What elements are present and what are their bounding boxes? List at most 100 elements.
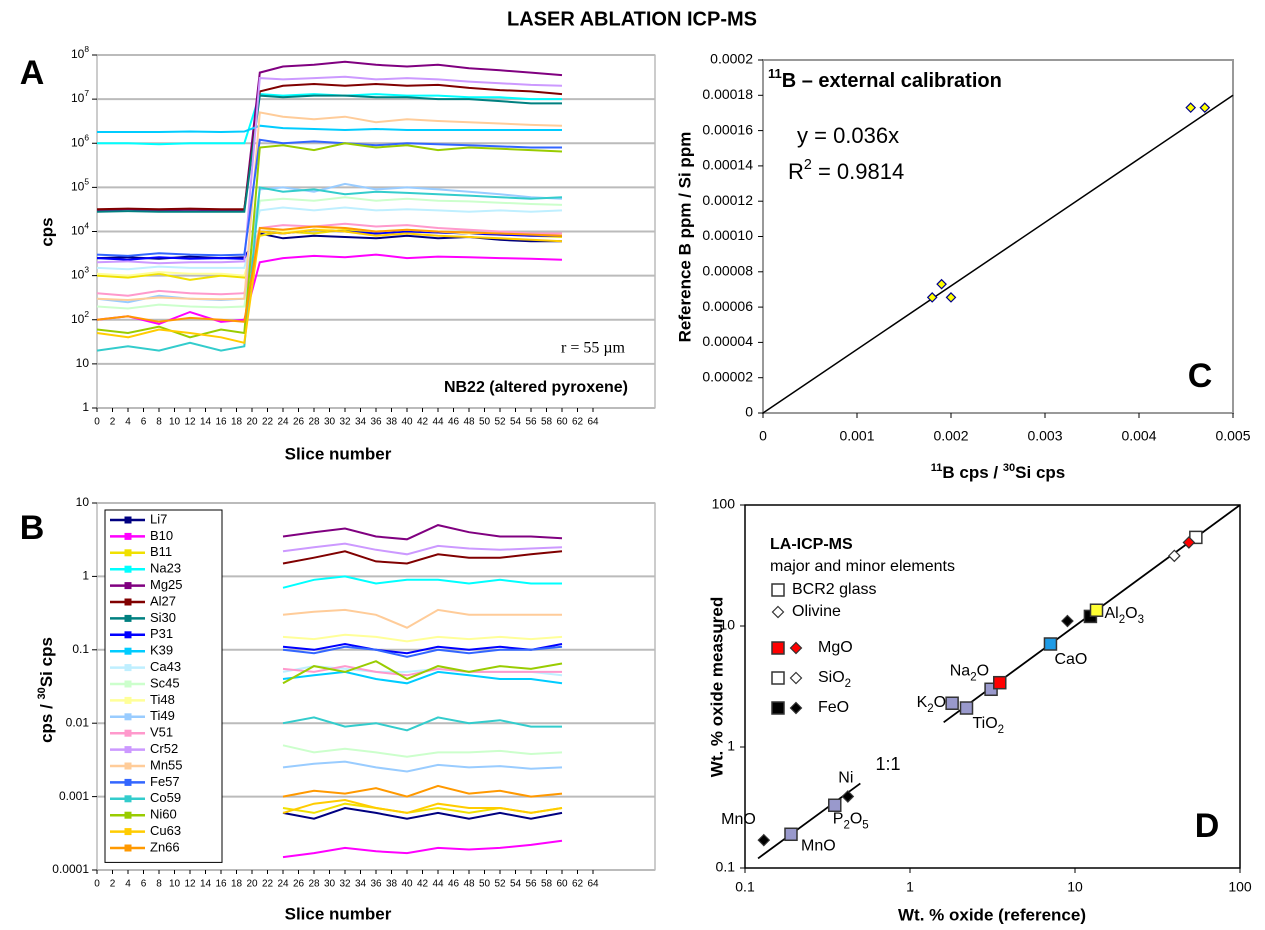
legend-marker bbox=[124, 598, 132, 606]
text-part: B – external calibration bbox=[782, 70, 1002, 92]
x-tick-label: 44 bbox=[432, 879, 444, 890]
series-line bbox=[97, 124, 562, 134]
x-tick-label: 40 bbox=[401, 417, 413, 428]
y-tick-label: 0.00006 bbox=[702, 298, 753, 314]
annotation: NB22 (altered pyroxene) bbox=[444, 379, 628, 396]
y-tick-label: 1 bbox=[82, 569, 89, 583]
legend-label: Olivine bbox=[792, 603, 841, 620]
x-tick-label: 18 bbox=[231, 417, 243, 428]
series-line bbox=[282, 642, 563, 655]
x-tick-label: 32 bbox=[339, 879, 351, 890]
x-tick-label: 12 bbox=[184, 879, 196, 890]
panel-title: 11B – external calibration bbox=[768, 66, 1002, 92]
legend-label: Si30 bbox=[150, 610, 176, 625]
x-tick-label: 0.001 bbox=[839, 428, 874, 444]
legend-label: BCR2 glass bbox=[792, 581, 876, 598]
x-tick-label: 34 bbox=[355, 879, 367, 890]
legend-marker bbox=[771, 605, 785, 619]
x-tick-label: 64 bbox=[587, 879, 599, 890]
y-tick-label: 0.00016 bbox=[702, 121, 753, 137]
series-line bbox=[96, 111, 563, 302]
legend-marker bbox=[124, 631, 132, 639]
x-tick-label: 16 bbox=[215, 879, 227, 890]
x-tick-label: 10 bbox=[169, 417, 181, 428]
legend-marker bbox=[124, 516, 132, 524]
y-tick-label: 0.01 bbox=[66, 715, 90, 729]
x-tick-label: 30 bbox=[324, 879, 336, 890]
x-tick-label: 34 bbox=[355, 417, 367, 428]
text-part: R bbox=[788, 159, 804, 184]
x-tick-label: 0.002 bbox=[933, 428, 968, 444]
legend-label: Sc45 bbox=[150, 675, 180, 690]
point-label: MnO bbox=[721, 811, 756, 828]
fit-line bbox=[762, 94, 1234, 414]
series-line bbox=[282, 670, 563, 685]
y-tick-label: 0.00004 bbox=[702, 333, 753, 349]
series-line bbox=[96, 82, 563, 211]
x-tick-label: 100 bbox=[1228, 879, 1252, 895]
x-tick-label: 48 bbox=[463, 879, 475, 890]
series-line bbox=[97, 93, 562, 146]
series-line bbox=[282, 550, 563, 565]
data-point bbox=[1199, 102, 1211, 114]
x-tick-label: 50 bbox=[479, 879, 491, 890]
x-tick-label: 52 bbox=[494, 417, 506, 428]
series-line bbox=[96, 75, 563, 265]
data-point bbox=[1167, 549, 1181, 563]
data-point bbox=[959, 701, 974, 715]
x-tick-label: 0 bbox=[94, 417, 100, 428]
legend-label: P31 bbox=[150, 626, 173, 641]
series-line bbox=[96, 228, 563, 345]
x-tick-label: 28 bbox=[308, 417, 320, 428]
legend-label: Cr52 bbox=[150, 741, 178, 756]
data-point bbox=[945, 292, 957, 303]
series-line bbox=[282, 798, 563, 814]
x-tick-label: 52 bbox=[494, 879, 506, 890]
x-tick-label: 8 bbox=[156, 417, 162, 428]
legend-marker bbox=[124, 844, 132, 852]
y-tick-label: 10 bbox=[76, 495, 90, 509]
series-line bbox=[96, 253, 563, 326]
text-part: B cps / bbox=[942, 463, 1002, 482]
data-point bbox=[936, 278, 947, 290]
x-tick-label: 42 bbox=[417, 417, 429, 428]
legend-label: Li7 bbox=[150, 511, 167, 526]
legend-marker bbox=[124, 778, 132, 786]
data-point bbox=[757, 833, 771, 847]
x-tick-label: 36 bbox=[370, 879, 382, 890]
legend-marker bbox=[124, 680, 132, 688]
x-tick-label: 46 bbox=[448, 879, 460, 890]
point-label: Na2O bbox=[950, 662, 989, 683]
x-tick-label: 0.005 bbox=[1215, 428, 1250, 444]
y-tick-label: 0.00014 bbox=[702, 157, 753, 173]
y-tick-label: 105 bbox=[71, 177, 89, 194]
x-tick-label: 2 bbox=[110, 879, 116, 890]
series-line bbox=[282, 716, 562, 732]
key-diamond bbox=[789, 641, 803, 655]
series-line bbox=[282, 575, 562, 589]
x-tick-label: 0 bbox=[759, 428, 767, 444]
key-label: SiO2 bbox=[818, 669, 851, 690]
x-axis-label: 11B cps / 30Si cps bbox=[931, 462, 1066, 483]
y-tick-label: 107 bbox=[71, 88, 89, 105]
x-tick-label: 46 bbox=[448, 417, 460, 428]
x-tick-label: 1 bbox=[906, 879, 914, 895]
data-point bbox=[945, 696, 959, 710]
x-tick-label: 26 bbox=[293, 417, 305, 428]
panel-letter: C bbox=[1188, 357, 1213, 395]
series-line bbox=[282, 839, 563, 859]
x-tick-label: 6 bbox=[141, 417, 147, 428]
y-tick-label: 0.0002 bbox=[710, 51, 753, 67]
x-tick-label: 0 bbox=[94, 879, 100, 890]
legend-label: K39 bbox=[150, 643, 173, 658]
x-tick-label: 22 bbox=[262, 417, 274, 428]
legend-label: Zn66 bbox=[150, 839, 180, 854]
x-tick-label: 32 bbox=[339, 417, 351, 428]
text-part: 11 bbox=[768, 66, 782, 81]
text-part: 30 bbox=[1003, 462, 1015, 474]
panel-letter: A bbox=[20, 54, 45, 92]
data-point bbox=[841, 790, 855, 803]
y-tick-label: 102 bbox=[71, 309, 89, 326]
legend-marker bbox=[124, 762, 132, 770]
y-tick-label: 0.00012 bbox=[702, 192, 753, 208]
